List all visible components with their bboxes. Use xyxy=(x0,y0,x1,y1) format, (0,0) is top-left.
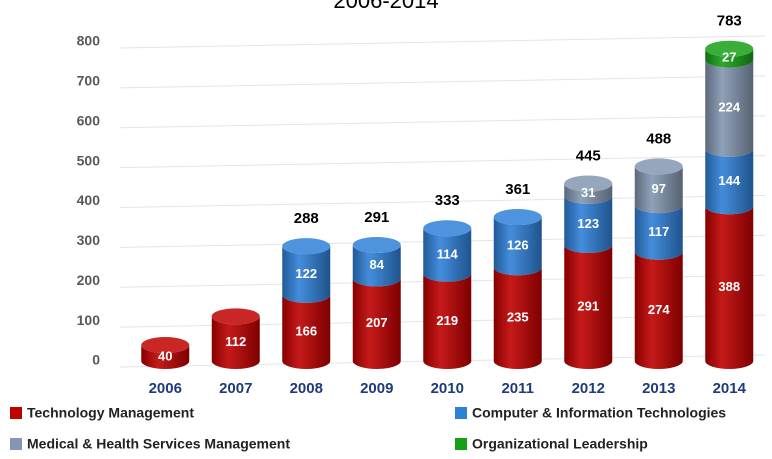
cylinder-top xyxy=(493,209,542,226)
value-label: 224 xyxy=(718,100,740,115)
cylinder-segment xyxy=(564,195,613,253)
legend-swatch xyxy=(10,407,22,419)
value-label: 274 xyxy=(648,302,670,317)
cylinder-segment xyxy=(423,273,472,369)
value-label: 40 xyxy=(158,348,172,363)
value-label: 166 xyxy=(295,323,317,338)
x-tick-label: 2009 xyxy=(360,380,393,397)
chart-title: 2006-2014 xyxy=(333,0,438,13)
total-label: 783 xyxy=(717,13,742,30)
cylinder-segment xyxy=(493,217,542,276)
total-label: 291 xyxy=(364,209,389,226)
cylinder-segment xyxy=(282,294,331,369)
value-label: 97 xyxy=(652,181,666,196)
cylinder-segment xyxy=(423,228,472,282)
y-tick-label: 800 xyxy=(77,33,101,49)
cylinder-top xyxy=(634,158,683,175)
y-tick-label: 700 xyxy=(77,73,101,89)
x-tick-label: 2007 xyxy=(219,380,252,397)
legend-swatch xyxy=(455,438,467,450)
grid-line xyxy=(119,155,766,169)
cylinder-top xyxy=(352,236,401,253)
total-label: 288 xyxy=(294,210,319,227)
cylinder-segment xyxy=(141,345,190,369)
cylinder-segment xyxy=(352,278,401,369)
y-tick-label: 0 xyxy=(92,352,100,368)
cylinder-segment xyxy=(282,246,331,303)
total-label: 333 xyxy=(435,192,460,209)
total-label: 361 xyxy=(505,181,530,198)
y-tick-label: 200 xyxy=(77,272,101,288)
cylinder-segment xyxy=(211,316,260,369)
cylinder-top xyxy=(282,238,331,255)
x-tick-label: 2008 xyxy=(290,380,323,397)
cylinder-segment xyxy=(634,205,683,260)
x-tick-label: 2012 xyxy=(572,380,605,397)
y-tick-label: 500 xyxy=(77,152,101,168)
y-tick-label: 600 xyxy=(77,112,101,128)
cylinder-top xyxy=(705,40,754,57)
value-label: 112 xyxy=(225,334,246,349)
legend-label: Computer & Information Technologies xyxy=(472,405,726,421)
x-tick-label: 2006 xyxy=(149,380,182,397)
cylinder-segment xyxy=(705,148,754,215)
value-label: 126 xyxy=(507,238,529,253)
cylinder-segment xyxy=(493,267,542,369)
value-label: 117 xyxy=(648,224,669,239)
legend-label: Medical & Health Services Management xyxy=(27,436,290,452)
cylinder-segment xyxy=(352,244,401,287)
grid-line xyxy=(119,35,766,49)
legend-swatch xyxy=(10,438,22,450)
y-tick-label: 400 xyxy=(77,192,101,208)
total-label: 488 xyxy=(646,130,671,147)
value-label: 388 xyxy=(718,279,740,294)
total-label: 445 xyxy=(576,148,601,165)
x-tick-label: 2014 xyxy=(713,380,747,397)
value-label: 219 xyxy=(436,313,458,328)
y-tick-label: 100 xyxy=(77,312,101,328)
value-label: 84 xyxy=(370,257,385,272)
cylinder-segment xyxy=(634,166,683,214)
value-label: 122 xyxy=(295,266,317,281)
legend-swatch xyxy=(455,407,467,419)
value-label: 207 xyxy=(366,315,388,330)
legend-label: Technology Management xyxy=(27,405,194,421)
cylinder-top xyxy=(423,220,472,237)
grid-line xyxy=(119,115,766,129)
cylinder-segment xyxy=(705,48,754,68)
cylinder-segment xyxy=(634,251,683,369)
value-label: 31 xyxy=(581,185,595,200)
value-label: 291 xyxy=(577,298,599,313)
grid-line xyxy=(119,75,766,89)
cylinder-top xyxy=(141,337,190,354)
cylinder-top xyxy=(211,308,260,325)
cylinder-segment xyxy=(705,206,754,369)
cylinder-segment xyxy=(705,59,754,157)
y-tick-label: 300 xyxy=(77,232,101,248)
x-tick-label: 2011 xyxy=(501,380,534,397)
cylinder-segment xyxy=(564,244,613,369)
cylinder-top xyxy=(564,175,613,192)
value-label: 27 xyxy=(722,50,736,65)
cylinder-segment xyxy=(564,183,613,204)
value-label: 123 xyxy=(577,216,599,231)
value-label: 144 xyxy=(718,173,740,188)
x-tick-label: 2013 xyxy=(642,380,675,397)
value-label: 114 xyxy=(437,246,459,261)
legend-label: Organizational Leadership xyxy=(472,436,648,452)
value-label: 235 xyxy=(507,310,529,325)
x-tick-label: 2010 xyxy=(431,380,464,397)
